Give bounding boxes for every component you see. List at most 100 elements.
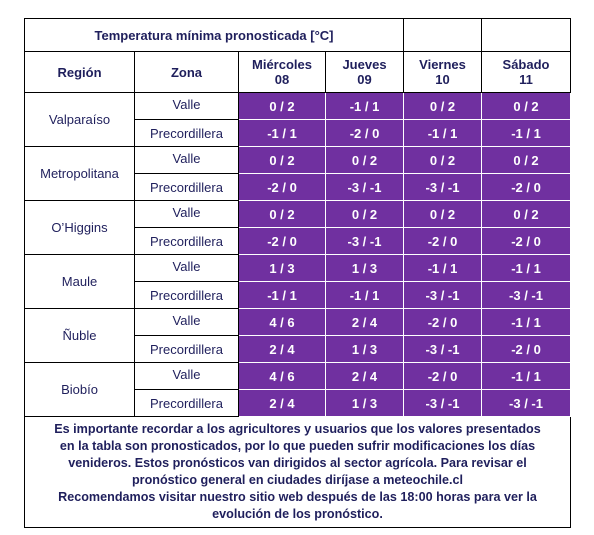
header-line: 11 <box>519 72 533 87</box>
value-cell: 0 / 2 <box>403 92 483 120</box>
value-cell: 0 / 2 <box>481 146 572 174</box>
column-header: Jueves 09 <box>324 51 405 93</box>
value-cell: 1 / 3 <box>238 254 326 282</box>
footer-line: Es importante recordar a los agricultore… <box>54 422 541 436</box>
value-cell: -2 / 0 <box>481 335 572 363</box>
data-row: Precordillera -1 / 1 -2 / 0 -1 / 1 -1 / 1 <box>25 119 572 147</box>
footer-line: Recomendamos visitar nuestro sitio web d… <box>58 490 537 504</box>
footer: Es importante recordar a los agricultore… <box>23 416 572 528</box>
footer-line: evolución de los pronóstico. <box>212 507 383 521</box>
zone: Precordillera <box>134 119 239 147</box>
value-cell: -2 / 0 <box>238 173 326 201</box>
value-cell: 0 / 2 <box>238 92 326 120</box>
value-cell: 2 / 4 <box>324 308 405 336</box>
value-cell: 2 / 4 <box>238 389 326 417</box>
zone: Valle <box>134 92 239 120</box>
footer-line: venideros. Estos pronósticos van dirigid… <box>68 456 527 470</box>
column-header: Región <box>24 51 135 93</box>
value-cell: -1 / 1 <box>403 254 483 282</box>
header-line: Sábado <box>502 57 550 72</box>
region: Ñuble <box>24 308 135 363</box>
value-cell: -3 / -1 <box>403 281 483 309</box>
zone: Valle <box>134 362 239 390</box>
header-line: Viernes <box>419 57 466 72</box>
header-line: 09 <box>357 72 372 87</box>
value-cell: -1 / 1 <box>481 119 572 147</box>
region: Valparaíso <box>24 92 135 147</box>
value-cell: 0 / 2 <box>403 200 483 228</box>
empty-cell <box>481 18 572 52</box>
column-header: Zona <box>134 51 239 93</box>
data-row: Precordillera -2 / 0 -3 / -1 -2 / 0 -2 / 0 <box>25 227 572 255</box>
value-cell: -2 / 0 <box>481 173 572 201</box>
value-cell: -3 / -1 <box>481 389 572 417</box>
header-line: Jueves <box>342 57 387 72</box>
header-line: 10 <box>435 72 450 87</box>
value-cell: 1 / 3 <box>324 389 405 417</box>
value-cell: -3 / -1 <box>403 173 483 201</box>
value-cell: 0 / 2 <box>238 146 326 174</box>
value-cell: 0 / 2 <box>403 146 483 174</box>
region: O’Higgins <box>24 200 135 255</box>
value-cell: -2 / 0 <box>481 227 572 255</box>
zone: Precordillera <box>134 389 239 417</box>
table-body: Temperatura mínima pronosticada [°C] Reg… <box>23 18 572 528</box>
forecast-table: Temperatura mínima pronosticada [°C] Reg… <box>23 18 572 528</box>
value-cell: 2 / 4 <box>238 335 326 363</box>
value-cell: 0 / 2 <box>481 92 572 120</box>
value-cell: 2 / 4 <box>324 362 405 390</box>
value-cell: -1 / 1 <box>238 281 326 309</box>
value-cell: 4 / 6 <box>238 308 326 336</box>
value-cell: -3 / -1 <box>324 227 405 255</box>
region: Maule <box>24 254 135 309</box>
value-cell: 0 / 2 <box>481 200 572 228</box>
title-row: Temperatura mínima pronosticada [°C] <box>23 18 572 52</box>
zone: Valle <box>134 254 239 282</box>
value-cell: 1 / 3 <box>324 254 405 282</box>
value-cell: -1 / 1 <box>481 308 572 336</box>
value-cell: -3 / -1 <box>324 173 405 201</box>
footer-row: Es importante recordar a los agricultore… <box>23 416 572 528</box>
value-cell: -2 / 0 <box>403 362 483 390</box>
zone: Valle <box>134 308 239 336</box>
value-cell: 0 / 2 <box>324 146 405 174</box>
value-cell: -1 / 1 <box>481 362 572 390</box>
value-cell: -2 / 0 <box>324 119 405 147</box>
header-row: Región Zona Miércoles 08 Jueves 09 Viernes 10 Sá… <box>24 51 572 93</box>
zone: Valle <box>134 146 239 174</box>
header-line: Miércoles <box>252 57 312 72</box>
region: Metropolitana <box>24 146 135 201</box>
footer-line: pronóstico general en ciudades diríjase … <box>131 473 464 487</box>
value-cell: -2 / 0 <box>403 308 483 336</box>
column-header: Viernes 10 <box>403 51 483 93</box>
value-cell: -2 / 0 <box>403 227 483 255</box>
value-cell: 1 / 3 <box>324 335 405 363</box>
zone: Precordillera <box>134 227 239 255</box>
value-cell: -3 / -1 <box>403 335 483 363</box>
data-row: Precordillera -1 / 1 -1 / 1 -3 / -1 -3 / -1 <box>25 281 572 309</box>
zone: Precordillera <box>134 173 239 201</box>
empty-cell <box>403 18 483 52</box>
column-header: Sábado 11 <box>481 51 572 93</box>
value-cell: -1 / 1 <box>324 281 405 309</box>
value-cell: 4 / 6 <box>238 362 326 390</box>
value-cell: 0 / 2 <box>238 200 326 228</box>
value-cell: -3 / -1 <box>403 389 483 417</box>
value-cell: -3 / -1 <box>481 281 572 309</box>
value-cell: -1 / 1 <box>324 92 405 120</box>
zone: Precordillera <box>134 281 239 309</box>
footer-line: en la tabla son pronosticados, por lo qu… <box>59 439 536 453</box>
zone: Precordillera <box>134 335 239 363</box>
column-header: Miércoles 08 <box>238 51 326 93</box>
value-cell: -1 / 1 <box>481 254 572 282</box>
value-cell: -2 / 0 <box>238 227 326 255</box>
value-cell: 0 / 2 <box>324 200 405 228</box>
title: Temperatura mínima pronosticada [°C] <box>23 18 405 52</box>
